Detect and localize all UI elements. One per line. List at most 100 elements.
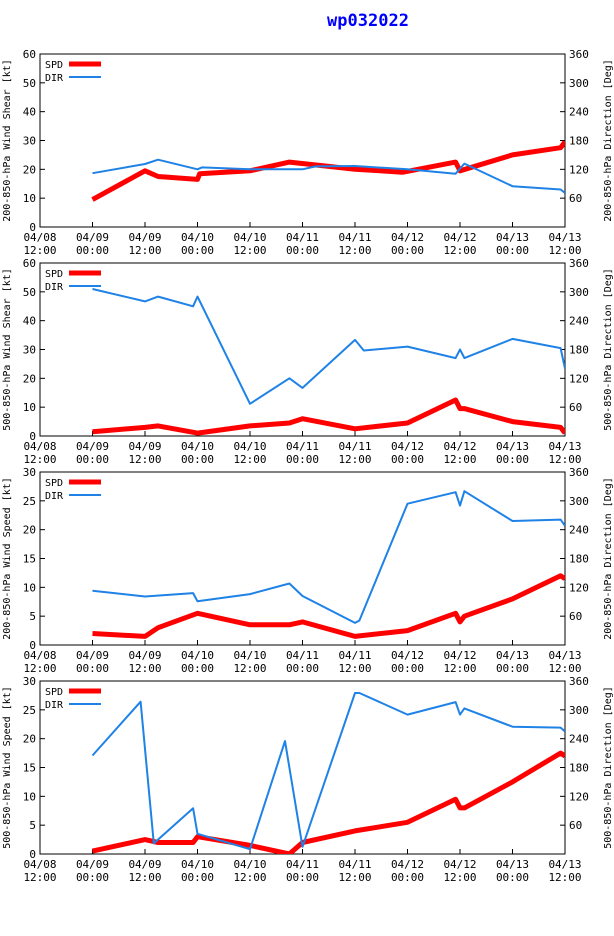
legend-label-dir: DIR bbox=[45, 491, 64, 502]
left-tick-label: 10 bbox=[23, 401, 36, 414]
left-tick-label: 60 bbox=[23, 257, 36, 270]
legend-label-spd: SPD bbox=[45, 269, 63, 280]
x-tick-date: 04/09 bbox=[128, 231, 161, 244]
y-axis-label-left: 200-850-hPa Wind Shear [kt] bbox=[2, 59, 13, 222]
x-tick-time: 12:00 bbox=[443, 453, 476, 466]
x-tick-time: 00:00 bbox=[76, 662, 109, 675]
x-tick-time: 00:00 bbox=[496, 453, 529, 466]
y-axis-label-left: 200-850-hPa Wind Speed [kt] bbox=[2, 477, 13, 640]
x-tick-date: 04/12 bbox=[391, 440, 424, 453]
legend-label-dir: DIR bbox=[45, 73, 64, 84]
series-line-dir bbox=[91, 692, 565, 851]
x-tick-date: 04/09 bbox=[76, 231, 109, 244]
right-tick-label: 60 bbox=[569, 819, 582, 832]
y-axis-label-right: 500-850-hPa Direction [Deg] bbox=[603, 268, 614, 431]
left-tick-label: 25 bbox=[23, 704, 36, 717]
left-tick-label: 15 bbox=[23, 762, 36, 775]
series-line-dir bbox=[92, 158, 565, 194]
right-tick-label: 60 bbox=[569, 401, 582, 414]
x-tick-date: 04/09 bbox=[76, 440, 109, 453]
x-tick-date: 04/12 bbox=[443, 858, 476, 871]
x-tick-time: 00:00 bbox=[76, 244, 109, 257]
y-axis-label-right: 200-850-hPa Direction [Deg] bbox=[603, 477, 614, 640]
x-tick-date: 04/11 bbox=[286, 440, 319, 453]
x-tick-time: 12:00 bbox=[128, 662, 161, 675]
x-tick-time: 00:00 bbox=[391, 453, 424, 466]
x-tick-time: 00:00 bbox=[286, 453, 319, 466]
x-tick-date: 04/12 bbox=[391, 858, 424, 871]
left-tick-label: 5 bbox=[29, 610, 36, 623]
x-tick-time: 12:00 bbox=[338, 871, 371, 884]
chart-panel-3: 0510152025306012018024030036004/0812:000… bbox=[2, 466, 614, 675]
y-axis-label-left: 500-850-hPa Wind Speed [kt] bbox=[2, 686, 13, 849]
right-tick-label: 120 bbox=[569, 163, 589, 176]
left-tick-label: 0 bbox=[29, 430, 36, 443]
left-tick-label: 60 bbox=[23, 48, 36, 61]
x-tick-time: 00:00 bbox=[496, 662, 529, 675]
left-tick-label: 20 bbox=[23, 524, 36, 537]
right-tick-label: 60 bbox=[569, 192, 582, 205]
left-tick-label: 0 bbox=[29, 848, 36, 861]
right-tick-label: 240 bbox=[569, 524, 589, 537]
x-tick-time: 00:00 bbox=[286, 244, 319, 257]
x-tick-date: 04/09 bbox=[128, 649, 161, 662]
x-tick-date: 04/08 bbox=[23, 231, 56, 244]
x-tick-time: 00:00 bbox=[181, 871, 214, 884]
x-tick-date: 04/13 bbox=[496, 649, 529, 662]
left-tick-label: 15 bbox=[23, 553, 36, 566]
x-tick-date: 04/12 bbox=[443, 231, 476, 244]
x-tick-date: 04/08 bbox=[23, 649, 56, 662]
x-tick-date: 04/08 bbox=[23, 858, 56, 871]
x-tick-date: 04/09 bbox=[76, 649, 109, 662]
legend-label-dir: DIR bbox=[45, 282, 64, 293]
left-tick-label: 5 bbox=[29, 819, 36, 832]
x-tick-time: 00:00 bbox=[286, 871, 319, 884]
x-tick-date: 04/11 bbox=[338, 858, 371, 871]
x-tick-time: 12:00 bbox=[338, 662, 371, 675]
x-tick-time: 00:00 bbox=[286, 662, 319, 675]
right-tick-label: 300 bbox=[569, 704, 589, 717]
x-tick-date: 04/13 bbox=[496, 858, 529, 871]
x-tick-time: 12:00 bbox=[23, 244, 56, 257]
chart-panel-1: 01020304050606012018024030036004/0812:00… bbox=[2, 48, 614, 257]
left-tick-label: 25 bbox=[23, 495, 36, 508]
series-line-spd bbox=[91, 140, 565, 202]
x-tick-time: 12:00 bbox=[443, 871, 476, 884]
x-tick-time: 12:00 bbox=[23, 662, 56, 675]
right-tick-label: 300 bbox=[569, 286, 589, 299]
left-tick-label: 30 bbox=[23, 135, 36, 148]
x-tick-date: 04/12 bbox=[391, 649, 424, 662]
x-tick-date: 04/12 bbox=[391, 231, 424, 244]
left-tick-label: 0 bbox=[29, 639, 36, 652]
right-tick-label: 300 bbox=[569, 495, 589, 508]
x-tick-time: 12:00 bbox=[128, 871, 161, 884]
x-tick-date: 04/11 bbox=[286, 858, 319, 871]
x-tick-date: 04/13 bbox=[548, 440, 581, 453]
x-tick-date: 04/13 bbox=[496, 231, 529, 244]
x-tick-date: 04/10 bbox=[233, 858, 266, 871]
x-tick-time: 12:00 bbox=[23, 453, 56, 466]
left-tick-label: 10 bbox=[23, 790, 36, 803]
x-tick-date: 04/11 bbox=[286, 231, 319, 244]
x-tick-time: 00:00 bbox=[76, 453, 109, 466]
left-tick-label: 20 bbox=[23, 733, 36, 746]
x-tick-time: 00:00 bbox=[496, 244, 529, 257]
left-tick-label: 30 bbox=[23, 466, 36, 479]
x-tick-time: 00:00 bbox=[391, 871, 424, 884]
x-tick-time: 12:00 bbox=[443, 662, 476, 675]
x-tick-date: 04/08 bbox=[23, 440, 56, 453]
x-tick-date: 04/10 bbox=[233, 649, 266, 662]
right-tick-label: 180 bbox=[569, 344, 589, 357]
right-tick-label: 240 bbox=[569, 106, 589, 119]
right-tick-label: 300 bbox=[569, 77, 589, 90]
x-tick-date: 04/10 bbox=[181, 440, 214, 453]
x-tick-time: 12:00 bbox=[338, 244, 371, 257]
x-tick-time: 00:00 bbox=[181, 453, 214, 466]
plot-frame bbox=[39, 53, 566, 228]
x-tick-time: 12:00 bbox=[23, 871, 56, 884]
y-axis-label-right: 200-850-hPa Direction [Deg] bbox=[603, 59, 614, 222]
x-tick-date: 04/12 bbox=[443, 649, 476, 662]
x-tick-time: 12:00 bbox=[548, 662, 581, 675]
series-line-dir bbox=[92, 490, 565, 624]
right-tick-label: 360 bbox=[569, 466, 589, 479]
